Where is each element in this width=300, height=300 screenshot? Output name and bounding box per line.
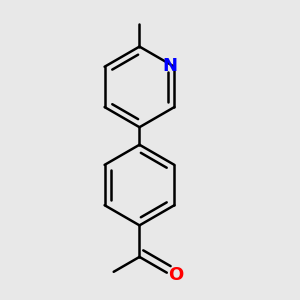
Text: O: O [168, 266, 183, 284]
Text: N: N [163, 57, 178, 75]
